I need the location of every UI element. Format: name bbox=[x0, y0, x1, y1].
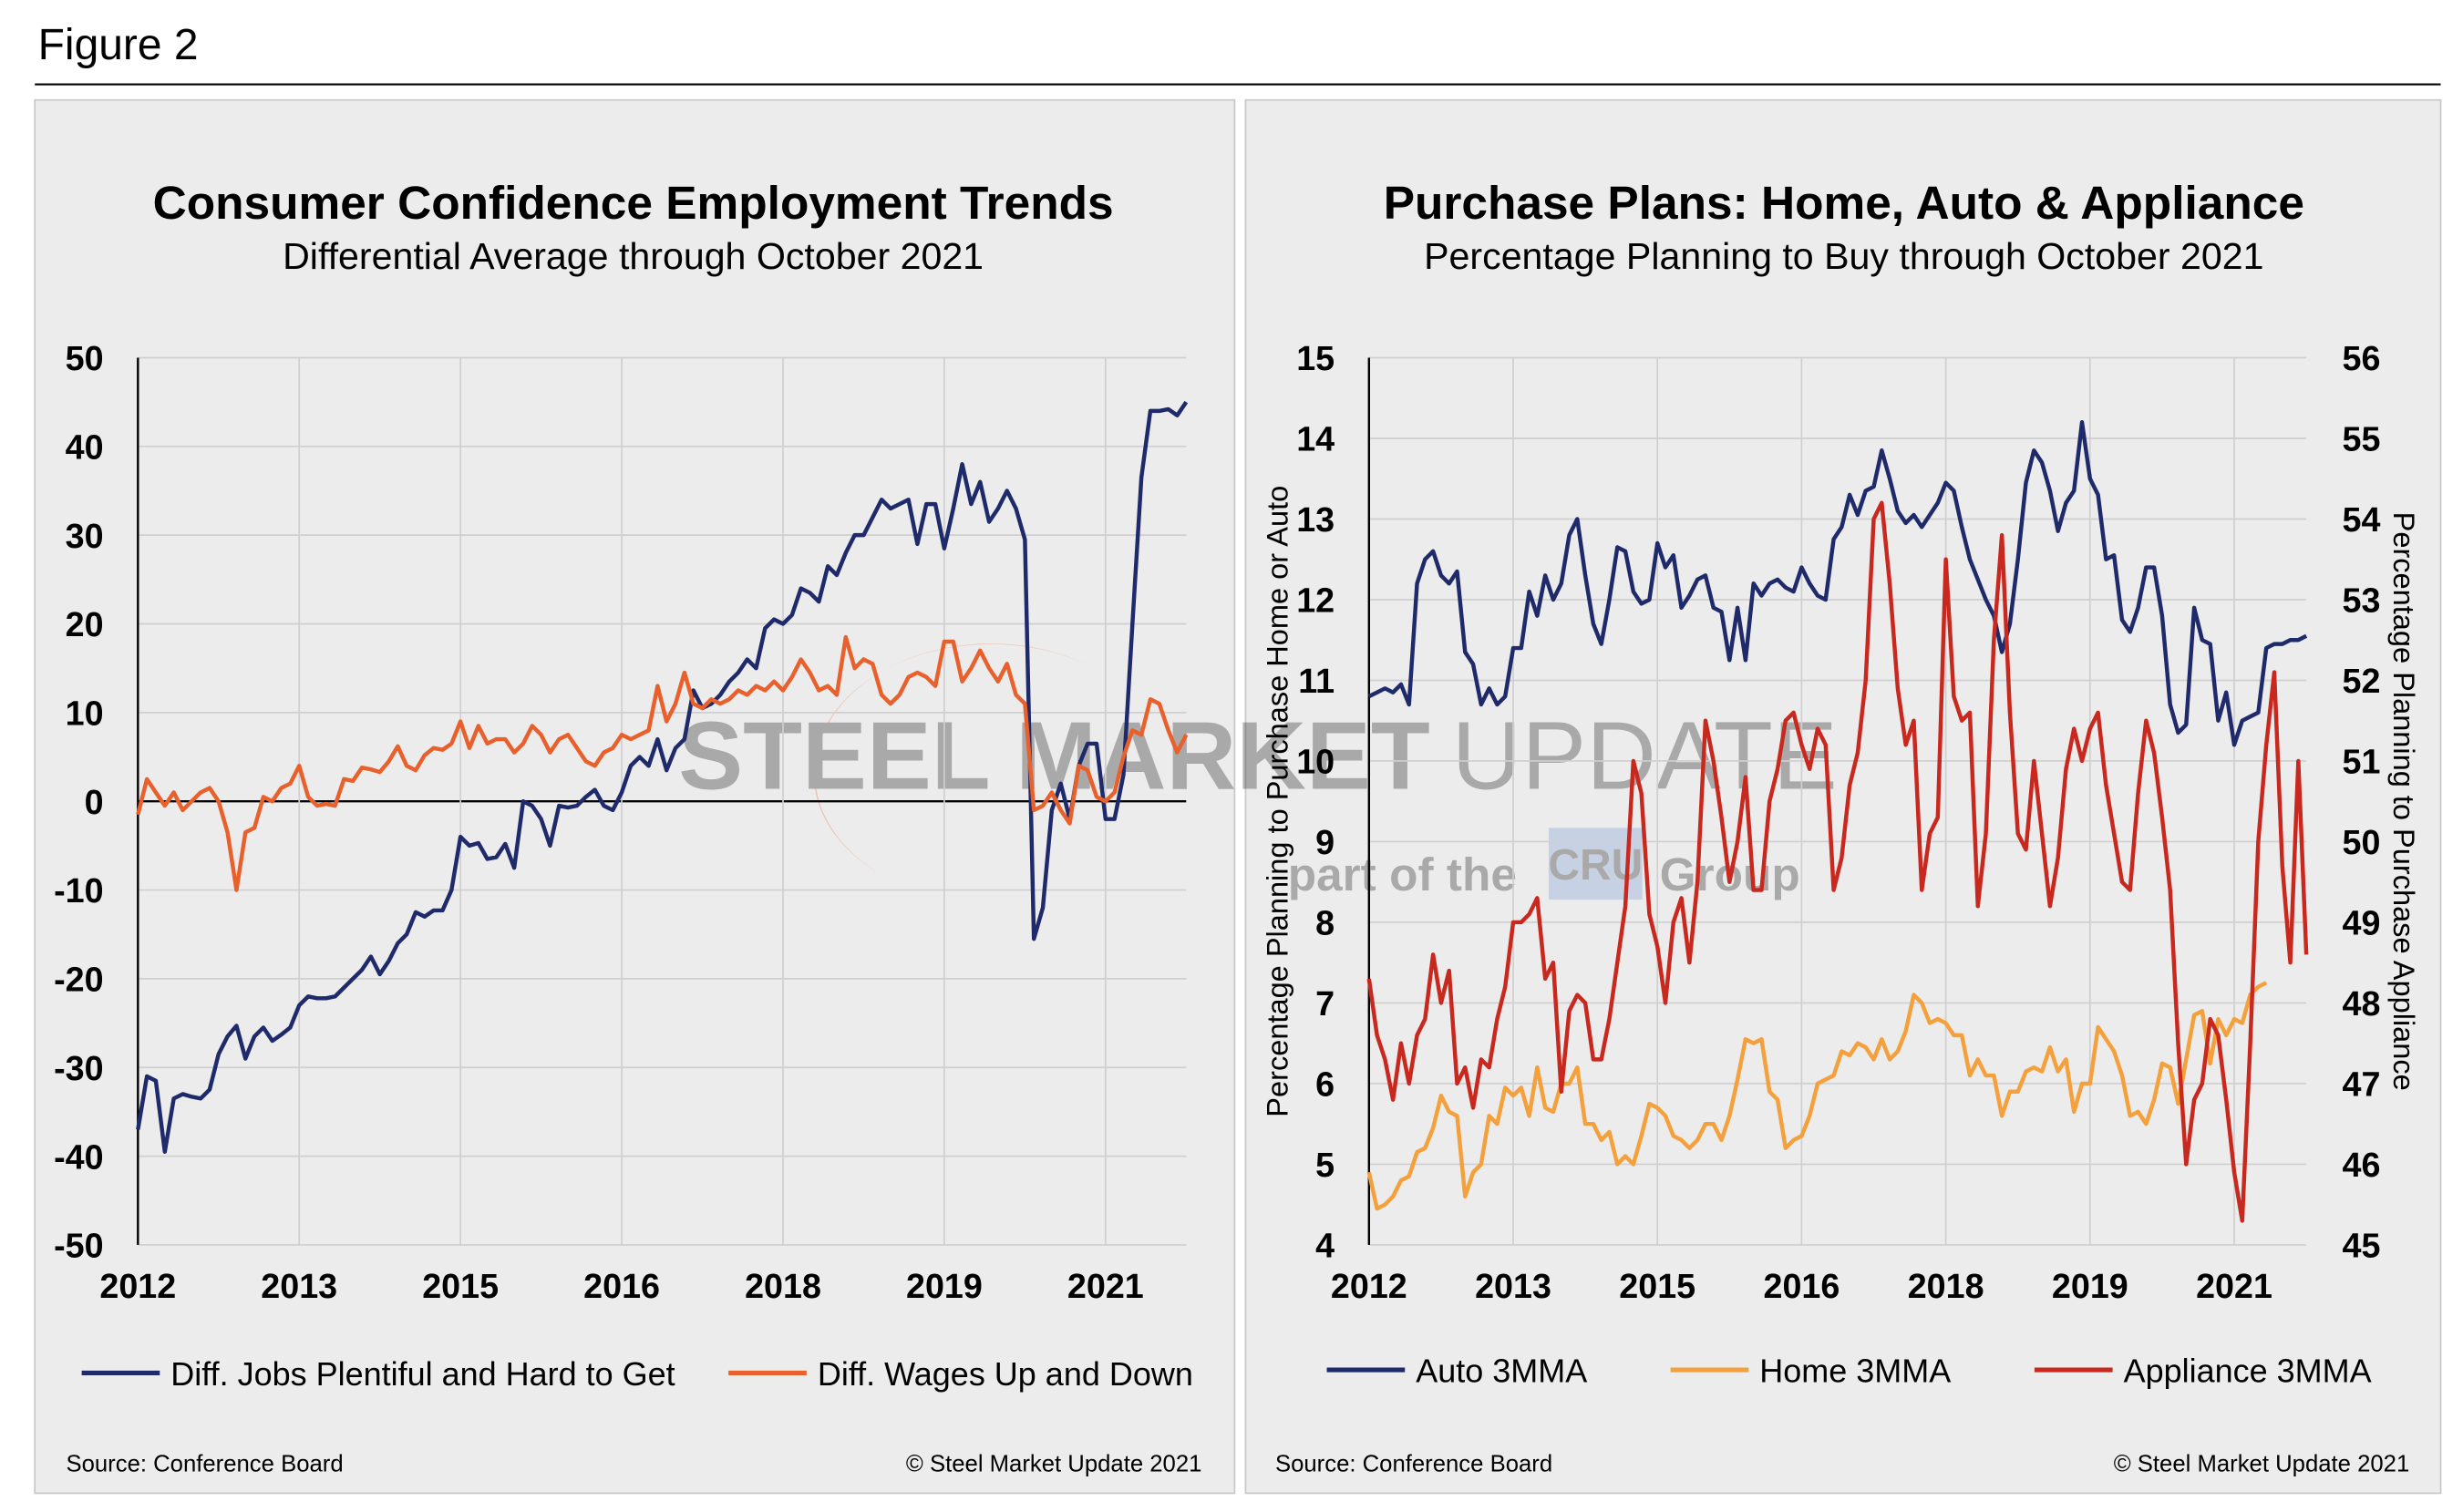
y2-tick-label: 53 bbox=[2343, 581, 2381, 620]
x-tick-label: 2018 bbox=[1908, 1267, 1984, 1305]
x-tick-label: 2015 bbox=[422, 1267, 499, 1305]
y-tick-label: -40 bbox=[54, 1137, 103, 1176]
y-tick-label: -30 bbox=[54, 1049, 103, 1087]
y-tick-label: 10 bbox=[1296, 743, 1335, 781]
y-tick-label: 0 bbox=[85, 783, 104, 821]
copyright-note: © Steel Market Update 2021 bbox=[906, 1451, 1202, 1476]
series-line bbox=[136, 634, 1189, 892]
y-tick-label: 40 bbox=[66, 428, 104, 467]
x-tick-label: 2021 bbox=[2196, 1267, 2272, 1305]
x-tick-label: 2012 bbox=[99, 1267, 176, 1305]
chart-title: Purchase Plans: Home, Auto & Appliance bbox=[1384, 176, 2304, 229]
x-tick-label: 2019 bbox=[906, 1267, 983, 1305]
y-tick-label: 14 bbox=[1296, 420, 1335, 458]
x-tick-label: 2013 bbox=[261, 1267, 337, 1305]
x-tick-label: 2016 bbox=[583, 1267, 660, 1305]
y-tick-label: 10 bbox=[66, 694, 104, 733]
y2-tick-label: 51 bbox=[2343, 743, 2381, 781]
y-tick-label: 4 bbox=[1315, 1227, 1335, 1265]
legend-label: Home 3MMA bbox=[1759, 1353, 1951, 1390]
y-tick-label: 5 bbox=[1315, 1146, 1335, 1184]
x-tick-label: 2021 bbox=[1067, 1267, 1144, 1305]
y-tick-label: 6 bbox=[1315, 1065, 1335, 1104]
legend-label: Diff. Wages Up and Down bbox=[818, 1355, 1193, 1393]
series-line bbox=[1367, 420, 2308, 747]
series-line bbox=[1366, 981, 2268, 1211]
y2-tick-label: 48 bbox=[2343, 984, 2381, 1023]
y-tick-label: -10 bbox=[54, 871, 103, 910]
x-tick-label: 2019 bbox=[2052, 1267, 2128, 1305]
y-tick-label: 11 bbox=[1298, 662, 1335, 700]
y2-tick-label: 54 bbox=[2343, 500, 2381, 539]
y2-tick-label: 56 bbox=[2343, 339, 2381, 377]
y2-tick-label: 55 bbox=[2343, 420, 2381, 458]
watermark-brand: STEEL MARKET bbox=[678, 701, 1429, 809]
y2-tick-label: 52 bbox=[2343, 662, 2381, 700]
y2-axis-title: Percentage Planning to Purchase Applianc… bbox=[2387, 512, 2420, 1091]
x-tick-label: 2016 bbox=[1763, 1267, 1840, 1305]
y2-tick-label: 50 bbox=[2343, 823, 2381, 861]
copyright-note: © Steel Market Update 2021 bbox=[2114, 1451, 2410, 1476]
y-tick-label: -50 bbox=[54, 1227, 103, 1265]
right-panel bbox=[1244, 98, 2442, 1495]
y-tick-label: 15 bbox=[1296, 339, 1335, 377]
y2-tick-label: 45 bbox=[2343, 1227, 2381, 1265]
y-tick-label: -20 bbox=[54, 961, 103, 999]
source-note: Source: Conference Board bbox=[1275, 1451, 1552, 1476]
y2-tick-label: 46 bbox=[2343, 1146, 2381, 1184]
y-tick-label: 20 bbox=[66, 605, 104, 643]
chart-title: Consumer Confidence Employment Trends bbox=[153, 176, 1114, 229]
x-tick-label: 2013 bbox=[1475, 1267, 1551, 1305]
y-tick-label: 9 bbox=[1315, 823, 1335, 861]
watermark: STEEL MARKET UPDATE part of the CRU Grou… bbox=[678, 643, 1838, 900]
x-tick-label: 2015 bbox=[1619, 1267, 1695, 1305]
legend-label: Auto 3MMA bbox=[1416, 1353, 1587, 1390]
figure-title: Figure 2 bbox=[38, 21, 199, 69]
y2-tick-label: 49 bbox=[2343, 904, 2381, 942]
y-tick-label: 7 bbox=[1315, 984, 1335, 1023]
legend-label: Diff. Jobs Plentiful and Hard to Get bbox=[170, 1355, 675, 1393]
y-tick-label: 12 bbox=[1296, 581, 1335, 620]
y-tick-label: 30 bbox=[66, 517, 104, 555]
y-tick-label: 13 bbox=[1296, 500, 1335, 539]
legend-label: Appliance 3MMA bbox=[2124, 1353, 2372, 1390]
x-tick-label: 2018 bbox=[745, 1267, 821, 1305]
chart-subtitle: Percentage Planning to Buy through Octob… bbox=[1424, 235, 2263, 277]
y-axis-title: Percentage Planning to Purchase Home or … bbox=[1262, 486, 1294, 1117]
y-tick-label: 8 bbox=[1315, 904, 1335, 942]
watermark-prefix: part of the bbox=[1288, 848, 1517, 900]
series-line bbox=[136, 400, 1189, 1154]
x-tick-label: 2012 bbox=[1331, 1267, 1407, 1305]
y2-tick-label: 47 bbox=[2343, 1065, 2381, 1104]
y-tick-label: 50 bbox=[66, 339, 104, 377]
chart-subtitle: Differential Average through October 202… bbox=[283, 235, 984, 277]
series-line bbox=[1366, 500, 2309, 1223]
source-note: Source: Conference Board bbox=[66, 1451, 343, 1476]
